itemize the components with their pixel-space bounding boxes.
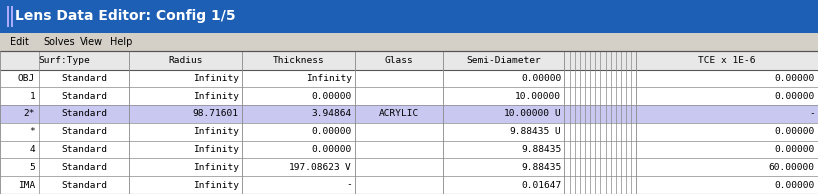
Text: 9.88435: 9.88435 xyxy=(521,163,561,172)
Text: Surf:Type: Surf:Type xyxy=(38,56,91,65)
Text: U: U xyxy=(555,109,560,119)
Text: Edit: Edit xyxy=(10,37,29,47)
Text: 3.94864: 3.94864 xyxy=(312,109,352,119)
Bar xyxy=(11,6,13,27)
Text: 9.88435: 9.88435 xyxy=(510,127,550,136)
Bar xyxy=(0,33,818,51)
Text: Standard: Standard xyxy=(61,127,107,136)
Bar xyxy=(7,6,9,27)
Text: 10.00000: 10.00000 xyxy=(504,109,550,119)
Text: Standard: Standard xyxy=(61,181,107,190)
Bar xyxy=(0,123,818,141)
Text: Solves: Solves xyxy=(43,37,75,47)
Text: Standard: Standard xyxy=(61,163,107,172)
Text: V: V xyxy=(345,163,351,172)
Text: Infinity: Infinity xyxy=(193,181,239,190)
Text: 5: 5 xyxy=(29,163,35,172)
Text: Semi-Diameter: Semi-Diameter xyxy=(466,56,542,65)
Text: 10.00000: 10.00000 xyxy=(515,92,561,101)
Text: Standard: Standard xyxy=(61,92,107,101)
Bar xyxy=(0,176,818,194)
Bar xyxy=(0,0,818,33)
Text: Infinity: Infinity xyxy=(193,145,239,154)
Text: 0.00000: 0.00000 xyxy=(775,74,815,83)
Text: -: - xyxy=(346,181,352,190)
Text: 0.00000: 0.00000 xyxy=(312,145,352,154)
Text: 197.08623: 197.08623 xyxy=(289,163,340,172)
Text: Standard: Standard xyxy=(61,145,107,154)
Bar xyxy=(0,158,818,176)
Bar xyxy=(0,69,818,87)
Text: View: View xyxy=(80,37,103,47)
Text: 0.00000: 0.00000 xyxy=(521,74,561,83)
Text: U: U xyxy=(555,127,560,136)
Text: 0.01647: 0.01647 xyxy=(521,181,561,190)
Text: Help: Help xyxy=(110,37,133,47)
Text: IMA: IMA xyxy=(18,181,35,190)
Text: OBJ: OBJ xyxy=(18,74,35,83)
Text: 0.00000: 0.00000 xyxy=(312,127,352,136)
Text: Infinity: Infinity xyxy=(193,163,239,172)
Bar xyxy=(0,141,818,158)
Text: 9.88435: 9.88435 xyxy=(521,145,561,154)
Text: 60.00000: 60.00000 xyxy=(769,163,815,172)
Text: 2*: 2* xyxy=(24,109,35,119)
Bar xyxy=(0,87,818,105)
Text: 0.00000: 0.00000 xyxy=(775,92,815,101)
Bar xyxy=(0,51,818,69)
Bar xyxy=(0,105,818,123)
Text: 98.71601: 98.71601 xyxy=(193,109,239,119)
Text: Lens Data Editor: Config 1/5: Lens Data Editor: Config 1/5 xyxy=(15,9,236,23)
Text: Glass: Glass xyxy=(384,56,414,65)
Text: 0.00000: 0.00000 xyxy=(775,181,815,190)
Text: -: - xyxy=(809,109,815,119)
Text: 4: 4 xyxy=(29,145,35,154)
Text: Infinity: Infinity xyxy=(193,127,239,136)
Text: TCE x 1E-6: TCE x 1E-6 xyxy=(699,56,756,65)
Text: 0.00000: 0.00000 xyxy=(775,127,815,136)
Text: *: * xyxy=(29,127,35,136)
Text: Standard: Standard xyxy=(61,74,107,83)
Text: 0.00000: 0.00000 xyxy=(775,145,815,154)
Text: Infinity: Infinity xyxy=(193,92,239,101)
Text: ACRYLIC: ACRYLIC xyxy=(379,109,420,119)
Text: Radius: Radius xyxy=(169,56,203,65)
Text: 0.00000: 0.00000 xyxy=(312,92,352,101)
Text: 1: 1 xyxy=(29,92,35,101)
Text: Infinity: Infinity xyxy=(306,74,352,83)
Text: Thickness: Thickness xyxy=(272,56,325,65)
Text: Infinity: Infinity xyxy=(193,74,239,83)
Text: Standard: Standard xyxy=(61,109,107,119)
